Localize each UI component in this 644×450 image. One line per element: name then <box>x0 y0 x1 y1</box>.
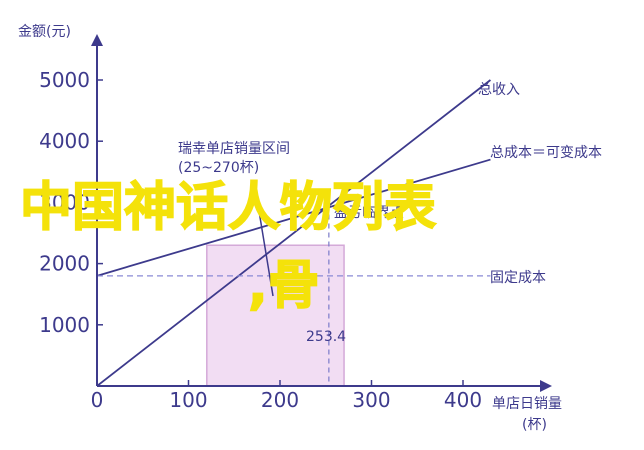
x-axis-label-line1: 单店日销量 <box>492 396 562 412</box>
series-label-revenue: 总收入 <box>478 82 520 98</box>
y-tick-label-4000: 4000 <box>39 129 90 153</box>
y-tick-label-3000: 3000 <box>39 190 90 214</box>
y-axis-label: 金额(元) <box>18 24 71 40</box>
x-tick-label-400: 400 <box>444 388 482 412</box>
region-pointer <box>257 204 274 297</box>
x-tick-label-300: 300 <box>352 388 390 412</box>
breakeven-x-label: 253.4 <box>306 329 346 345</box>
x-tick-label-200: 200 <box>261 388 299 412</box>
x-axis-label-line2: (杯) <box>522 417 547 433</box>
breakeven-label: 盈亏临界点 <box>334 205 404 221</box>
series-label-total-cost: 总成本＝可变成本 <box>490 145 602 161</box>
y-tick-label-2000: 2000 <box>39 252 90 276</box>
y-tick-label-5000: 5000 <box>39 68 90 92</box>
series-line-0 <box>96 79 492 387</box>
series-label-fixed-cost: 固定成本 <box>490 270 546 286</box>
overlay-title: 中国神话人物列表 <box>20 178 436 238</box>
series-line-1 <box>96 158 491 277</box>
x-axis-arrow <box>540 380 552 392</box>
y-axis-arrow <box>91 34 103 46</box>
region-label-detail: (25~270杯) <box>178 160 259 176</box>
region-label: 瑞幸单店销量区间 <box>178 141 290 157</box>
shaded-sales-range <box>206 244 345 387</box>
x-tick-label-100: 100 <box>169 388 207 412</box>
x-tick-label-0: 0 <box>91 388 104 412</box>
overlay-subtitle: ,骨 <box>248 256 320 316</box>
y-tick-label-1000: 1000 <box>39 313 90 337</box>
